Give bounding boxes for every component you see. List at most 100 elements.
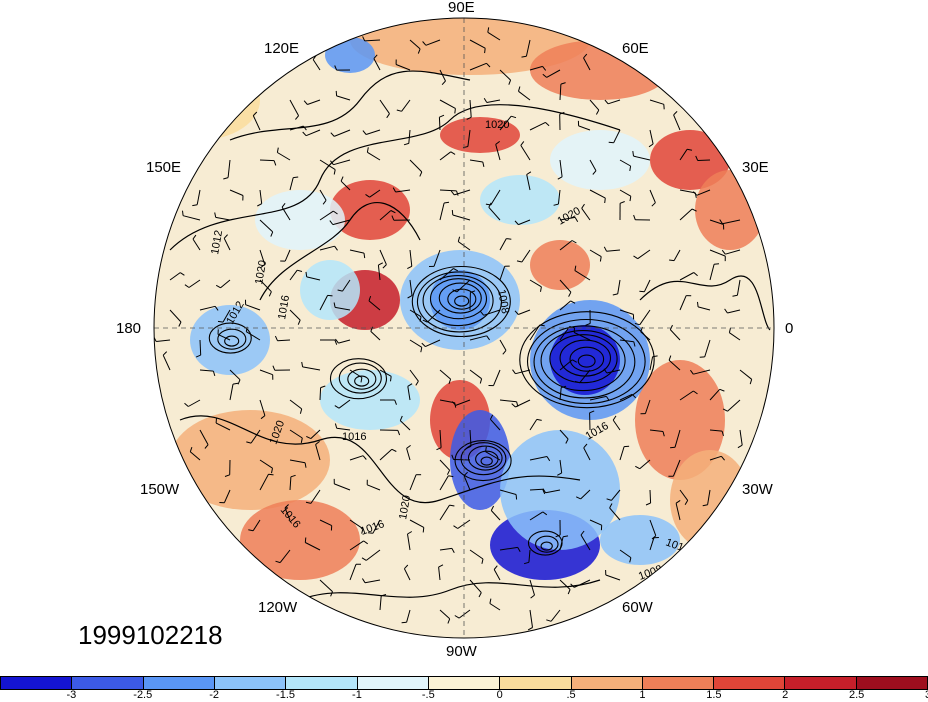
- wind-barb-flag: [612, 415, 617, 421]
- wind-barb: [589, 159, 597, 171]
- wind-barb-flag: [516, 260, 523, 263]
- wind-barb-flag: [368, 295, 372, 302]
- wind-barb-flag: [381, 594, 387, 597]
- wind-barb: [439, 268, 454, 281]
- wind-barb-flag: [570, 300, 576, 304]
- wind-barb-flag: [378, 262, 384, 266]
- wind-barb: [673, 114, 681, 131]
- wind-barb-flag: [506, 238, 512, 240]
- wind-barb: [619, 549, 632, 559]
- wind-barb-flag: [271, 468, 273, 474]
- wind-barb: [580, 534, 591, 551]
- wind-barb: [606, 369, 621, 374]
- contour-label: 1016: [342, 431, 366, 443]
- pressure-contour: [447, 288, 477, 310]
- wind-barb-flag: [451, 209, 454, 216]
- wind-barb-flag: [330, 591, 333, 597]
- wind-barb-flag: [441, 80, 446, 86]
- wind-barb-flag: [478, 592, 482, 598]
- wind-barb-flag: [362, 455, 367, 460]
- wind-barb-flag: [542, 66, 547, 71]
- wind-barb: [229, 384, 234, 401]
- wind-barb-flag: [274, 335, 278, 341]
- wind-barb: [583, 447, 591, 461]
- wind-barb-flag: [563, 535, 569, 538]
- wind-barb-flag: [300, 437, 303, 443]
- wind-barb: [649, 189, 656, 203]
- wind-barb: [439, 504, 450, 521]
- wind-barb: [338, 339, 351, 344]
- wind-barb-flag: [604, 99, 609, 105]
- wind-barb-flag: [401, 621, 407, 624]
- wind-barb-flag: [714, 263, 720, 265]
- wind-barb: [407, 386, 411, 401]
- wind-barb: [609, 507, 621, 521]
- wind-barb-flag: [652, 355, 658, 358]
- wind-barb-flag: [721, 455, 725, 461]
- wind-barb-flag: [670, 446, 676, 449]
- wind-barb: [367, 151, 381, 161]
- wind-barb: [349, 249, 365, 254]
- wind-barb: [528, 549, 531, 563]
- wind-barb: [649, 519, 657, 536]
- wind-barb: [196, 189, 201, 205]
- wind-barb: [518, 309, 531, 315]
- pressure-contour: [229, 70, 471, 141]
- wind-barb-flag: [574, 265, 577, 271]
- wind-barb: [289, 309, 301, 321]
- wind-barb-flag: [297, 319, 301, 325]
- wind-barb-flag: [553, 203, 559, 206]
- wind-barb-flag: [489, 414, 494, 420]
- wind-barb-flag: [490, 505, 495, 511]
- wind-barb-flag: [721, 249, 726, 255]
- wind-barb-flag: [270, 231, 274, 237]
- wind-barb: [439, 475, 449, 491]
- lon-label-30e: 30E: [742, 159, 769, 176]
- wind-barb: [307, 99, 321, 105]
- wind-barb-flag: [315, 441, 320, 445]
- wind-barb-flag: [457, 236, 461, 242]
- pressure-contour: [569, 346, 605, 372]
- wind-barb: [455, 399, 471, 406]
- wind-barb: [332, 219, 351, 226]
- wind-barb-flag: [363, 540, 368, 545]
- wind-barb: [709, 455, 722, 461]
- wind-barb-flag: [479, 378, 483, 384]
- wind-barb-flag: [396, 109, 402, 112]
- wind-barb-flag: [337, 289, 343, 292]
- wind-barb: [529, 511, 544, 521]
- wind-barb: [302, 366, 321, 371]
- wind-barb: [245, 304, 261, 311]
- wind-barb: [284, 249, 291, 262]
- wind-barb-flag: [373, 54, 378, 59]
- wind-barb-flag: [697, 301, 699, 307]
- wind-barb: [520, 145, 531, 161]
- wind-barb: [559, 326, 571, 341]
- wind-barb: [306, 276, 321, 281]
- wind-barb-flag: [546, 456, 551, 462]
- wind-barb: [259, 459, 273, 469]
- colorbar-tick-label: 3: [925, 689, 928, 701]
- wind-barb: [188, 399, 201, 407]
- contour-label: 1008: [495, 288, 511, 314]
- lon-label-0: 0: [785, 320, 794, 337]
- wind-barb-flag: [399, 415, 403, 421]
- wind-barb-flag: [635, 465, 640, 470]
- wind-barb: [379, 210, 392, 221]
- wind-barb-flag: [484, 48, 486, 54]
- wind-barb-flag: [583, 53, 588, 59]
- wind-barb-flag: [515, 494, 518, 500]
- pressure-contour: [639, 275, 771, 331]
- wind-barb: [649, 99, 664, 105]
- wind-barb: [333, 159, 351, 166]
- lon-label-180: 180: [116, 320, 142, 337]
- wind-barb: [489, 603, 501, 611]
- wind-barb: [488, 206, 501, 221]
- wind-barb: [486, 99, 501, 103]
- wind-barb-flag: [454, 108, 456, 114]
- wind-barb: [617, 279, 621, 294]
- wind-barb: [223, 238, 231, 251]
- wind-barb: [589, 249, 602, 258]
- wind-barb-flag: [320, 385, 326, 389]
- wind-barb-flag: [415, 380, 419, 386]
